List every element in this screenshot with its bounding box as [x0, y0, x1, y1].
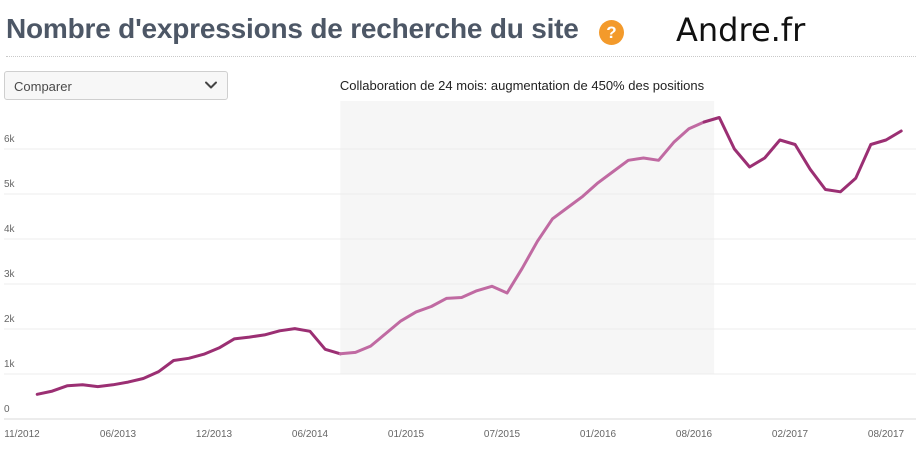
x-tick-label: 01/2016 [580, 429, 617, 440]
data-point [854, 177, 857, 180]
data-point [81, 383, 84, 386]
compare-dropdown-label: Comparer [14, 79, 72, 94]
data-point [36, 393, 39, 396]
data-point [521, 267, 524, 270]
data-point [900, 130, 903, 133]
data-point [354, 351, 357, 354]
y-tick-label: 2k [4, 314, 16, 325]
data-point [869, 143, 872, 146]
x-tick-label: 02/2017 [772, 429, 809, 440]
data-point [293, 327, 296, 330]
data-point [490, 285, 493, 288]
series-line-collaboration [338, 120, 706, 356]
data-point [733, 148, 736, 151]
data-point [415, 310, 418, 313]
x-tick-label: 07/2015 [484, 429, 521, 440]
site-name: Andre.fr [676, 11, 806, 49]
data-point [718, 116, 721, 119]
data-point [703, 121, 706, 124]
x-tick-label: 01/2015 [388, 429, 425, 440]
data-point [324, 348, 327, 351]
data-point [187, 357, 190, 360]
x-tick-label: 12/2013 [196, 429, 233, 440]
y-tick-label: 3k [4, 269, 16, 280]
data-point [339, 352, 342, 355]
data-point [642, 157, 645, 160]
help-icon[interactable]: ? [599, 20, 624, 45]
x-tick-label: 08/2017 [868, 429, 905, 440]
data-point [445, 297, 448, 300]
y-tick-label: 4k [4, 224, 16, 235]
data-point [687, 127, 690, 130]
data-point [66, 384, 69, 387]
data-point [157, 370, 160, 373]
data-point [475, 289, 478, 292]
y-tick-label: 1k [4, 359, 16, 370]
data-point [839, 190, 842, 193]
chart-annotation: Collaboration de 24 mois: augmentation d… [339, 78, 705, 93]
page-title: Nombre d'expressions de recherche du sit… [6, 13, 579, 44]
title-divider [6, 56, 916, 57]
collaboration-period-band [340, 101, 715, 374]
y-tick-label: 5k [4, 179, 16, 190]
data-point [672, 141, 675, 144]
data-point [536, 240, 539, 243]
data-point [369, 345, 372, 348]
data-point [794, 143, 797, 146]
series-line-after [702, 116, 903, 194]
compare-dropdown[interactable]: Comparer [4, 71, 228, 100]
data-point [399, 319, 402, 322]
data-point [51, 390, 54, 393]
data-point [627, 159, 630, 162]
data-point [263, 333, 266, 336]
data-point [581, 195, 584, 198]
data-point [111, 383, 114, 386]
x-tick-label: 06/2014 [292, 429, 329, 440]
data-point [172, 359, 175, 362]
y-tick-label: 6k [4, 134, 16, 145]
x-tick-label: 06/2013 [100, 429, 137, 440]
data-point [278, 329, 281, 332]
data-point [233, 337, 236, 340]
x-tick-label: 08/2016 [676, 429, 713, 440]
data-point [218, 346, 221, 349]
data-point [202, 353, 205, 356]
data-point [309, 330, 312, 333]
data-point [885, 139, 888, 142]
y-tick-label: 0 [4, 404, 10, 415]
data-point [96, 385, 99, 388]
x-tick-label: 11/2012 [4, 429, 40, 440]
series-line-before [35, 327, 342, 396]
data-point [657, 159, 660, 162]
chevron-down-icon [205, 81, 217, 89]
data-point [809, 168, 812, 171]
data-point [566, 206, 569, 209]
header: Nombre d'expressions de recherche du sit… [0, 0, 916, 56]
data-point [824, 188, 827, 191]
data-point [460, 296, 463, 299]
data-point [597, 181, 600, 184]
data-point [248, 336, 251, 339]
data-point [778, 139, 781, 142]
data-point [612, 170, 615, 173]
data-point [506, 292, 509, 295]
data-point [430, 305, 433, 308]
data-point [142, 377, 145, 380]
data-point [748, 166, 751, 169]
data-point [127, 381, 130, 384]
data-point [384, 332, 387, 335]
data-point [763, 157, 766, 160]
data-point [551, 217, 554, 220]
